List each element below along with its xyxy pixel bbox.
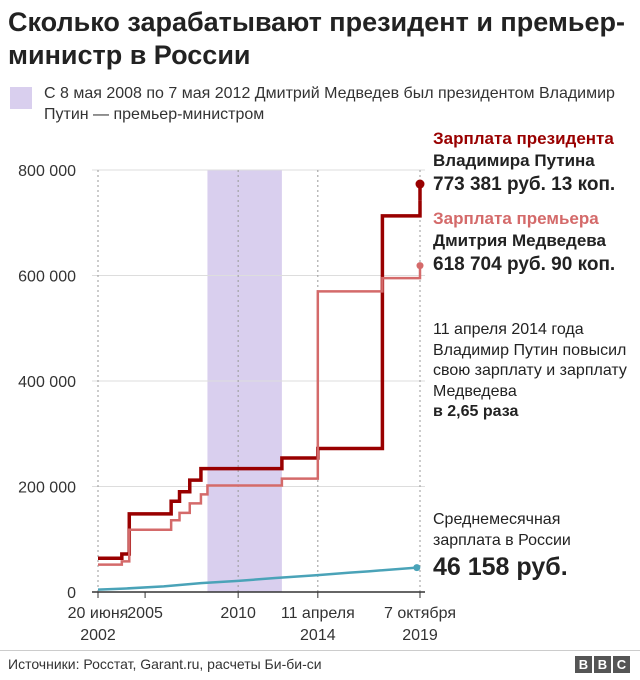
pm-name: Дмитрия Медведева [433,231,606,250]
x-tick-label: 2005 [127,605,163,622]
legend-swatch [10,87,32,109]
president-annotation: Зарплата президента Владимира Путина 773… [433,128,638,198]
pm-endpoint [416,262,424,270]
average-annotation: Среднемесячная зарплата в России 46 158 … [433,510,603,583]
x-tick-label: 2002 [80,627,116,644]
pm-title: Зарплата премьера [433,209,599,228]
average-endpoint [413,564,421,572]
legend-text: С 8 мая 2008 по 7 мая 2012 Дмитрий Медве… [44,85,615,123]
x-tick-label: 11 апреля [281,605,355,622]
y-tick-label: 600 000 [18,269,76,286]
president-amount: 773 381 руб. 13 коп. [433,174,616,195]
president-endpoint [415,179,425,189]
source-text: Источники: Росстат, Garant.ru, расчеты Б… [8,656,322,672]
average-value: 46 158 руб. [433,553,568,581]
x-tick-label: 2014 [300,627,336,644]
pm-amount: 618 704 руб. 90 коп. [433,254,616,275]
raise-note: 11 апреля 2014 года Владимир Путин повыс… [433,321,627,400]
president-title: Зарплата президента [433,129,614,148]
pm-annotation: Зарплата премьера Дмитрия Медведева 618 … [433,208,638,278]
y-tick-label: 200 000 [18,480,76,497]
average-note: Среднемесячная зарплата в России [433,511,571,549]
president-name: Владимира Путина [433,151,595,170]
x-tick-label: 2019 [402,627,438,644]
raise-annotation: 11 апреля 2014 года Владимир Путин повыс… [433,320,633,423]
page-title: Сколько зарабатывают президент и премьер… [8,7,625,70]
series-line-2 [97,566,417,591]
series-line-1 [98,265,422,566]
y-tick-label: 800 000 [18,163,76,180]
footer-divider [0,650,640,651]
bbc-logo: B B C [575,656,630,673]
x-tick-label: 7 октября [384,605,456,622]
y-tick-label: 0 [67,585,76,602]
x-tick-label: 2010 [220,605,256,622]
bbc-logo-letter: B [575,656,592,673]
y-tick-label: 400 000 [18,374,76,391]
bbc-logo-letter: C [613,656,630,673]
raise-value: в 2,65 раза [433,403,519,420]
bbc-logo-letter: B [594,656,611,673]
x-tick-label: 20 июня [68,605,129,622]
